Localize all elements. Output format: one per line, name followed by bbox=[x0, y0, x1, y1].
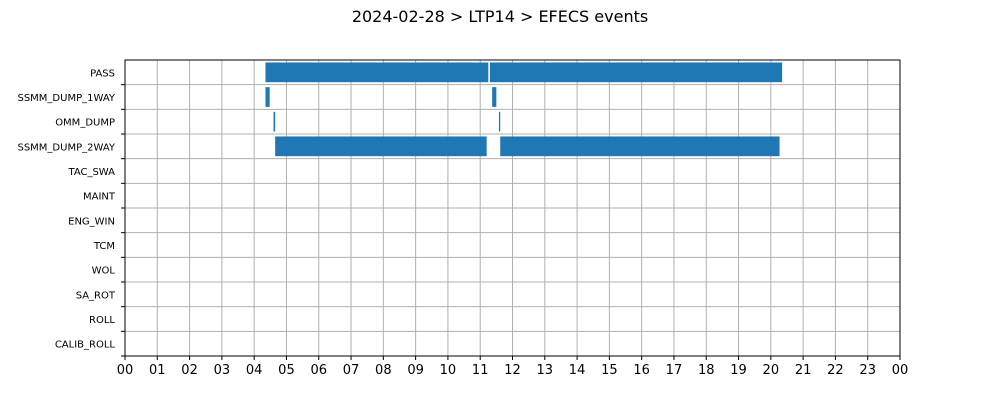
event-bars bbox=[265, 62, 783, 157]
x-tick-label: 07 bbox=[343, 363, 360, 378]
chart-title: 2024-02-28 > LTP14 > EFECS events bbox=[352, 7, 648, 26]
x-tick-label: 16 bbox=[633, 363, 650, 378]
x-tick-label: 17 bbox=[666, 363, 683, 378]
x-tick-label: 13 bbox=[537, 363, 554, 378]
y-tick-label: OMM_DUMP bbox=[55, 118, 115, 129]
x-tick-label: 15 bbox=[601, 363, 618, 378]
y-tick-label: TAC_SWA bbox=[67, 167, 115, 178]
event-bar bbox=[489, 62, 783, 83]
x-tick-label: 04 bbox=[246, 363, 263, 378]
x-tick-label: 19 bbox=[730, 363, 747, 378]
y-tick-label: TCM bbox=[93, 241, 115, 252]
x-axis: 00 01 02 03 04 05 06 07 08 09 10 11 12 13 14 15 16 17 18 19… bbox=[117, 356, 909, 378]
x-tick-label: 00 bbox=[117, 363, 134, 378]
y-tick-label: SSMM_DUMP_1WAY bbox=[17, 93, 115, 104]
x-tick-label: 22 bbox=[827, 363, 844, 378]
event-bar bbox=[273, 111, 276, 132]
event-bar bbox=[265, 62, 489, 83]
y-axis: PASS SSMM_DUMP_1WAY OMM_DUMP SSMM_DUMP_2WAY… bbox=[17, 68, 125, 357]
y-tick-label: WOL bbox=[92, 266, 116, 277]
y-tick-label: SSMM_DUMP_2WAY bbox=[17, 142, 115, 153]
x-tick-label: 23 bbox=[859, 363, 876, 378]
y-tick-label: MAINT bbox=[83, 192, 116, 203]
x-tick-label: 00 bbox=[892, 363, 909, 378]
grid-lines bbox=[124, 60, 901, 356]
x-tick-label: 20 bbox=[763, 363, 780, 378]
y-tick-label: PASS bbox=[90, 68, 115, 79]
event-bar bbox=[275, 136, 487, 157]
x-tick-label: 06 bbox=[310, 363, 327, 378]
y-tick-label: ENG_WIN bbox=[68, 216, 115, 227]
x-tick-label: 01 bbox=[149, 363, 166, 378]
x-tick-label: 11 bbox=[472, 363, 489, 378]
x-tick-label: 09 bbox=[407, 363, 424, 378]
event-bar bbox=[265, 87, 270, 107]
y-tick-label: CALIB_ROLL bbox=[55, 340, 116, 351]
event-bar bbox=[498, 111, 501, 132]
event-bar bbox=[492, 87, 497, 107]
y-tick-label: ROLL bbox=[89, 315, 115, 326]
x-tick-label: 21 bbox=[795, 363, 812, 378]
y-tick-label: SA_ROT bbox=[76, 290, 116, 301]
x-tick-label: 10 bbox=[440, 363, 457, 378]
x-tick-label: 12 bbox=[504, 363, 521, 378]
x-tick-label: 03 bbox=[214, 363, 231, 378]
x-tick-label: 05 bbox=[278, 363, 295, 378]
x-tick-label: 02 bbox=[181, 363, 198, 378]
x-tick-label: 14 bbox=[569, 363, 586, 378]
event-bar bbox=[500, 136, 780, 157]
x-tick-label: 18 bbox=[698, 363, 715, 378]
x-tick-label: 08 bbox=[375, 363, 392, 378]
